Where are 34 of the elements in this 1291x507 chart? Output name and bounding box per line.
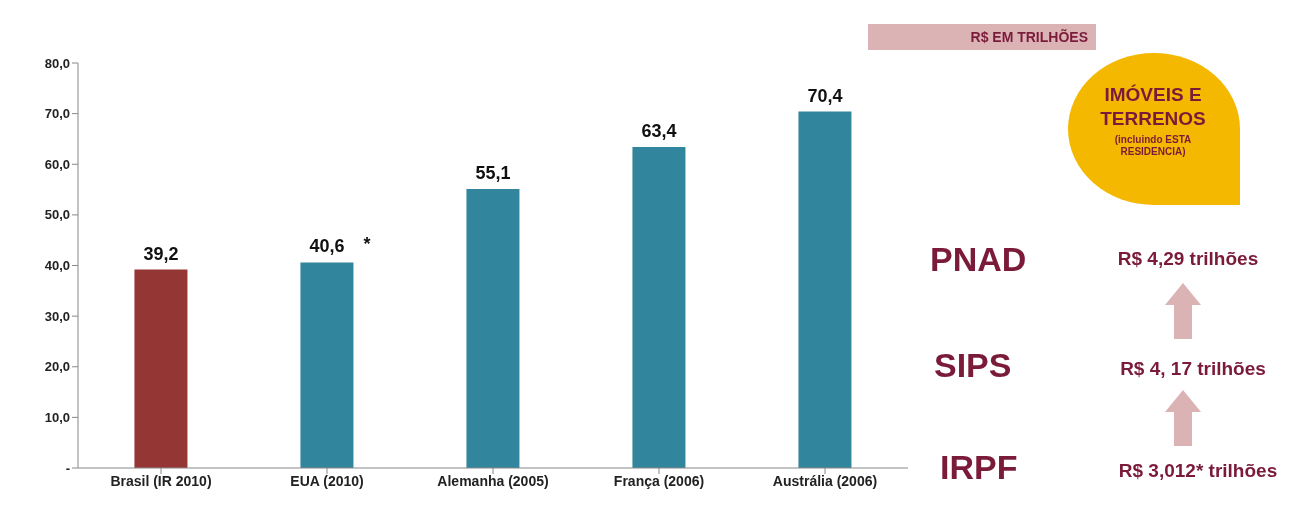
text: IRPF <box>940 448 1018 487</box>
text: IMÓVEIS E TERRENOS <box>1099 83 1207 131</box>
y-tick-label: - <box>65 460 70 476</box>
bar <box>134 269 188 468</box>
text: R$ 4,29 trilhões <box>1116 248 1260 270</box>
text: SIPS <box>934 346 1012 385</box>
y-tick-label: 20,0 <box>44 359 70 375</box>
y-tick-label: 10,0 <box>44 409 70 425</box>
y-tick-label: 70,0 <box>44 106 70 122</box>
bar <box>798 111 852 468</box>
x-tick-label: EUA (2010) <box>290 472 364 489</box>
bar <box>300 262 354 468</box>
bar <box>466 189 520 468</box>
data-label: 63,4 <box>641 121 677 142</box>
x-tick-label: França (2006) <box>613 472 705 489</box>
text: R$ 3,012* trilhões <box>1117 460 1279 482</box>
text: R$ 4, 17 trilhões <box>1119 358 1267 380</box>
y-tick-label: 50,0 <box>44 207 70 223</box>
data-label: 40,6 <box>309 236 345 257</box>
data-label: 70,4 <box>807 85 843 106</box>
x-tick-label: Alemanha (2005) <box>437 472 549 489</box>
y-tick-label: 40,0 <box>44 258 70 274</box>
y-tick-label: 80,0 <box>44 55 70 71</box>
annotation: * <box>363 234 371 255</box>
y-tick-label: 30,0 <box>44 308 70 324</box>
text: R$ EM TRILHÕES <box>868 24 1096 50</box>
text: PNAD <box>930 240 1027 279</box>
data-label: 55,1 <box>475 163 511 184</box>
text: (incluindo ESTA RESIDENCIA) <box>1113 134 1193 158</box>
bar <box>632 147 686 468</box>
data-label: 39,2 <box>143 243 179 264</box>
x-tick-label: Austrália (2006) <box>772 472 878 489</box>
x-tick-label: Brasil (IR 2010) <box>110 472 212 489</box>
y-tick-label: 60,0 <box>44 156 70 172</box>
